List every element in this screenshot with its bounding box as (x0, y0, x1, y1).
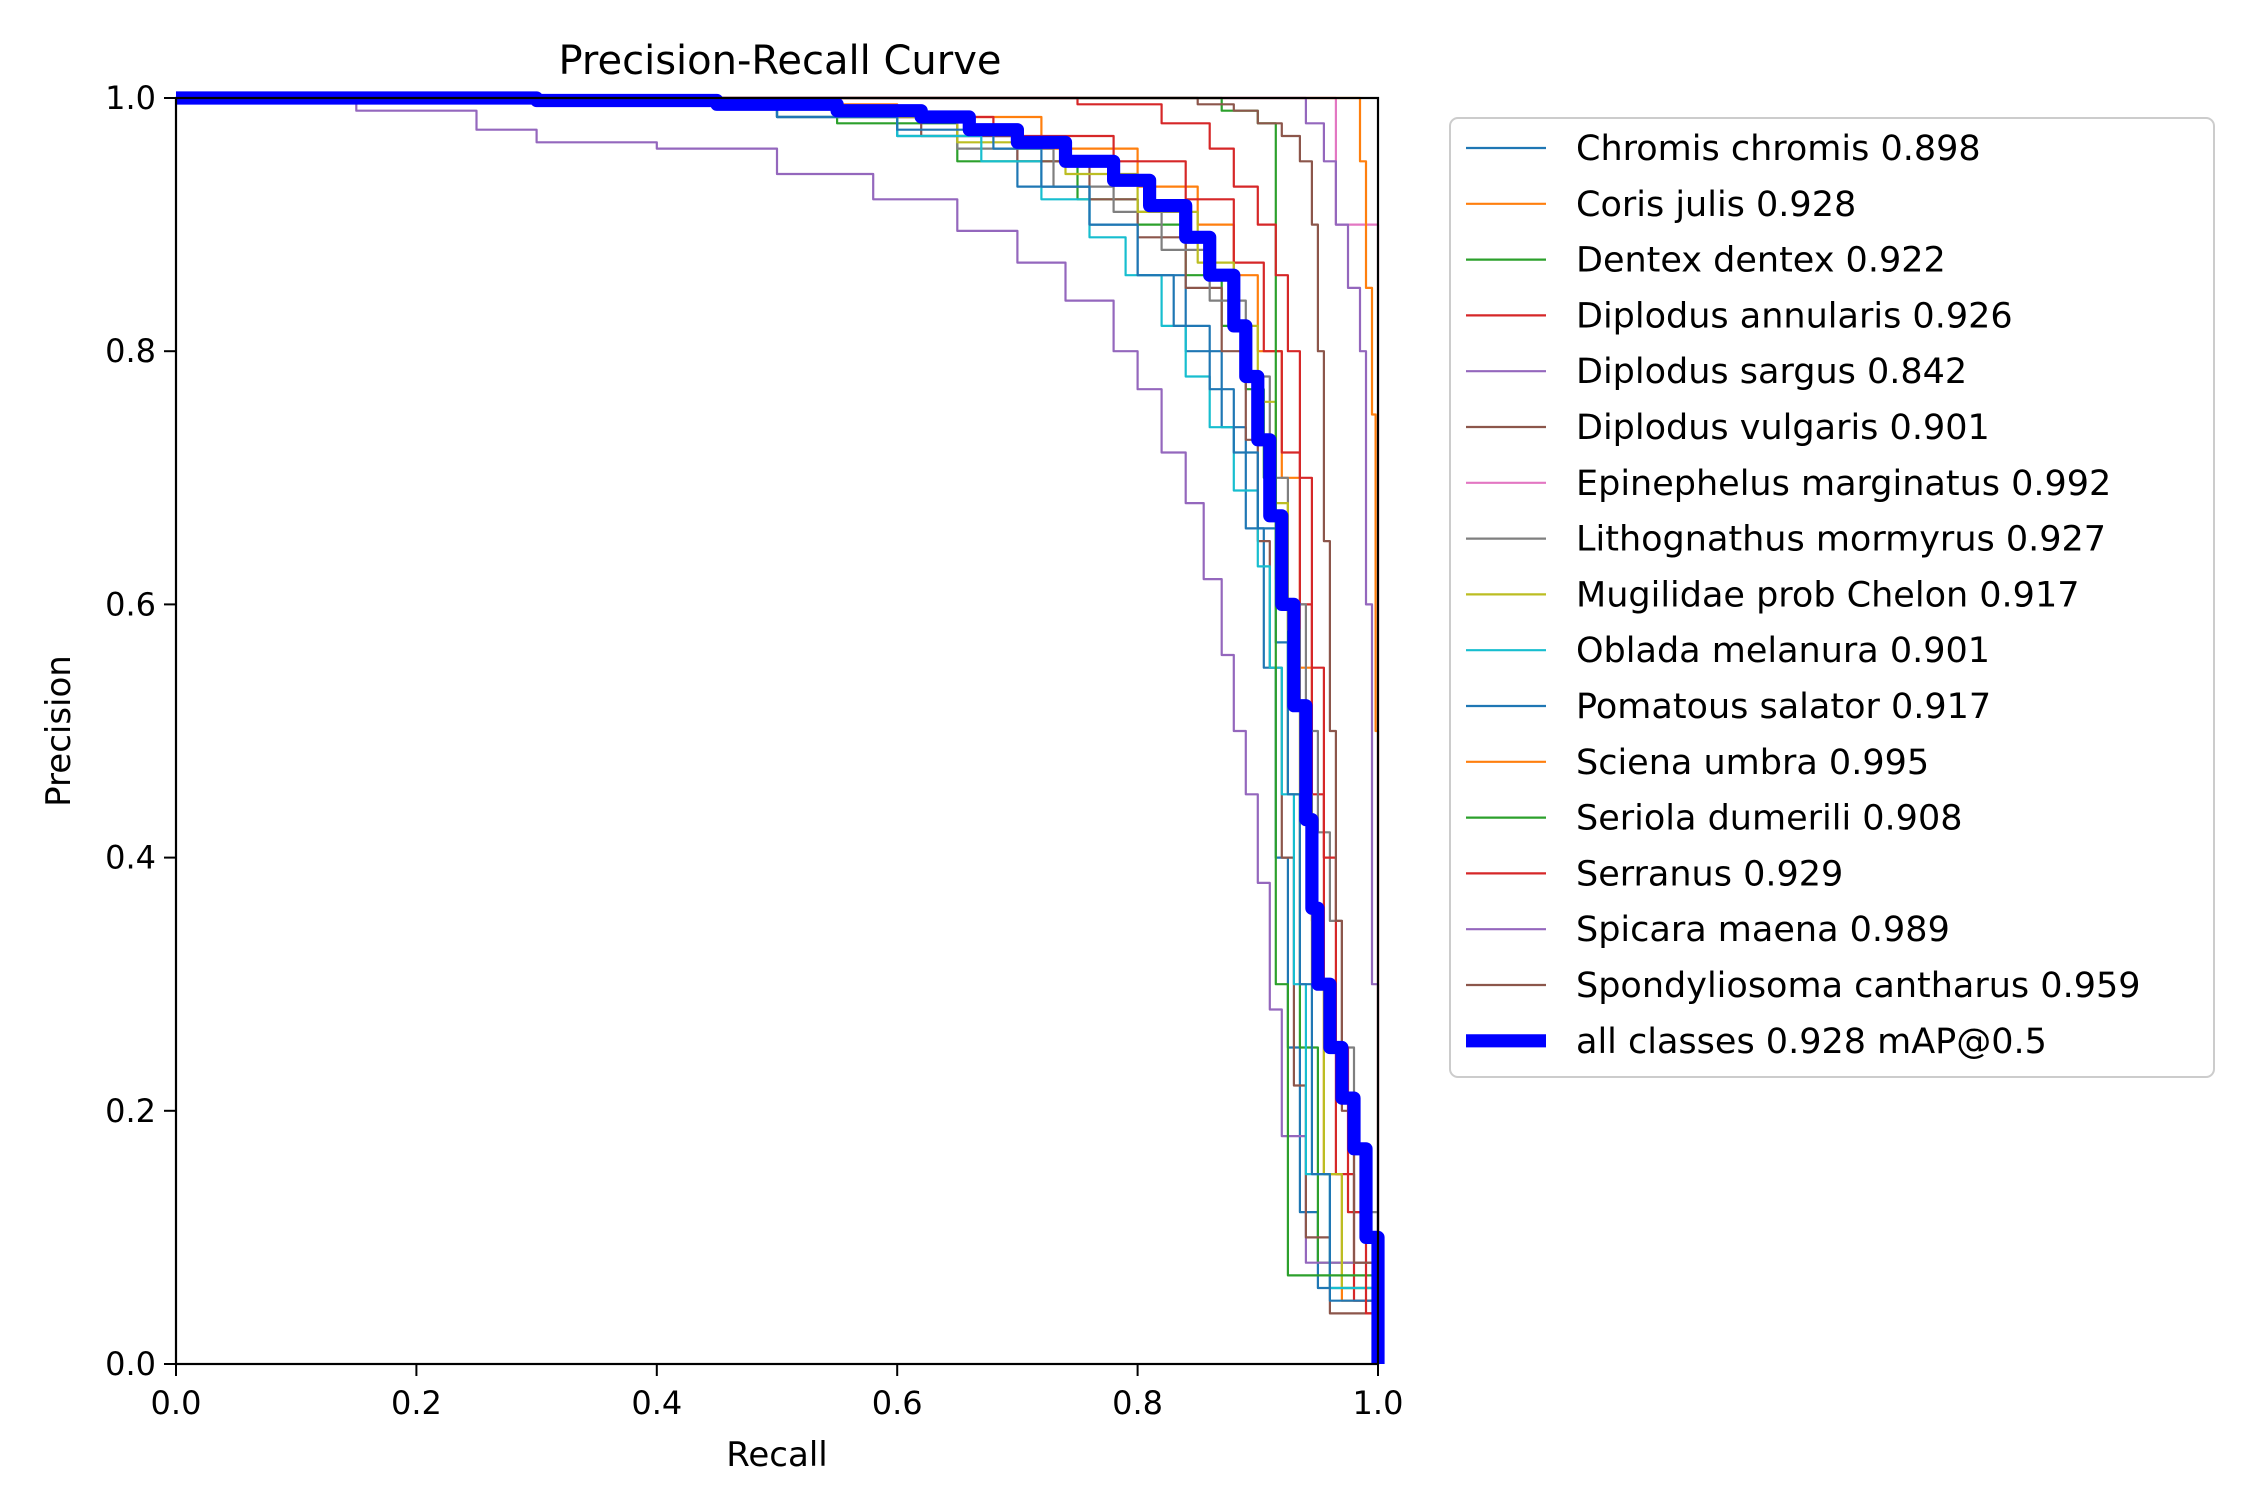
x-tick-label: 0.4 (631, 1384, 682, 1422)
y-axis-ticks: 0.0 0.2 0.4 0.6 0.8 1.0 (105, 79, 176, 1383)
legend-label-7: Lithognathus mormyrus 0.927 (1576, 520, 2106, 560)
y-tick-label: 0.0 (105, 1345, 156, 1383)
curves-layer (176, 91, 1385, 1364)
y-tick-label: 0.6 (105, 585, 156, 623)
y-tick-label: 1.0 (105, 79, 156, 117)
legend-label-13: Serranus 0.929 (1576, 854, 1843, 894)
legend-label-1: Coris julis 0.928 (1576, 185, 1856, 225)
curve-series-16 (176, 91, 1385, 1364)
legend-label-10: Pomatous salator 0.917 (1576, 687, 1991, 727)
legend: Chromis chromis 0.898 Coris julis 0.928 De… (1449, 117, 2215, 1078)
legend-label-6: Epinephelus marginatus 0.992 (1576, 464, 2111, 504)
legend-label-14: Spicara maena 0.989 (1576, 910, 1950, 950)
legend-label-3: Diplodus annularis 0.926 (1576, 296, 2013, 336)
x-tick-label: 0.6 (872, 1384, 923, 1422)
legend-label-9: Oblada melanura 0.901 (1576, 631, 1990, 671)
plot-frame (174, 96, 1380, 1366)
curve-series-10 (176, 96, 1380, 1364)
legend-label-12: Seriola dumerili 0.908 (1576, 799, 1963, 839)
legend-label-5: Diplodus vulgaris 0.901 (1576, 408, 1990, 448)
y-tick-label: 0.8 (105, 332, 156, 370)
legend-label-11: Sciena umbra 0.995 (1576, 743, 1929, 783)
y-axis-label: Precision (39, 655, 79, 807)
x-tick-label: 1.0 (1353, 1384, 1404, 1422)
curve-series-15 (176, 96, 1380, 1364)
legend-label-16: all classes 0.928 mAP@0.5 (1576, 1022, 2047, 1062)
legend-label-8: Mugilidae prob Chelon 0.917 (1576, 575, 2079, 615)
legend-label-15: Spondyliosoma cantharus 0.959 (1576, 966, 2141, 1006)
x-tick-label: 0.8 (1112, 1384, 1163, 1422)
curve-series-5 (176, 96, 1380, 1364)
x-axis-label: Recall (726, 1435, 827, 1475)
y-tick-label: 0.2 (105, 1092, 156, 1130)
legend-label-0: Chromis chromis 0.898 (1576, 129, 1981, 169)
curve-series-4 (176, 96, 1380, 1364)
x-axis-ticks: 0.0 0.2 0.4 0.6 0.8 1.0 (151, 1364, 1404, 1422)
x-tick-label: 0.2 (391, 1384, 442, 1422)
legend-label-4: Diplodus sargus 0.842 (1576, 352, 1967, 392)
chart-title: Precision-Recall Curve (559, 38, 1002, 84)
legend-frame (1449, 117, 2215, 1078)
y-tick-label: 0.4 (105, 839, 156, 877)
legend-label-2: Dentex dentex 0.922 (1576, 241, 1946, 281)
curve-series-9 (176, 96, 1380, 1364)
x-tick-label: 0.0 (151, 1384, 202, 1422)
